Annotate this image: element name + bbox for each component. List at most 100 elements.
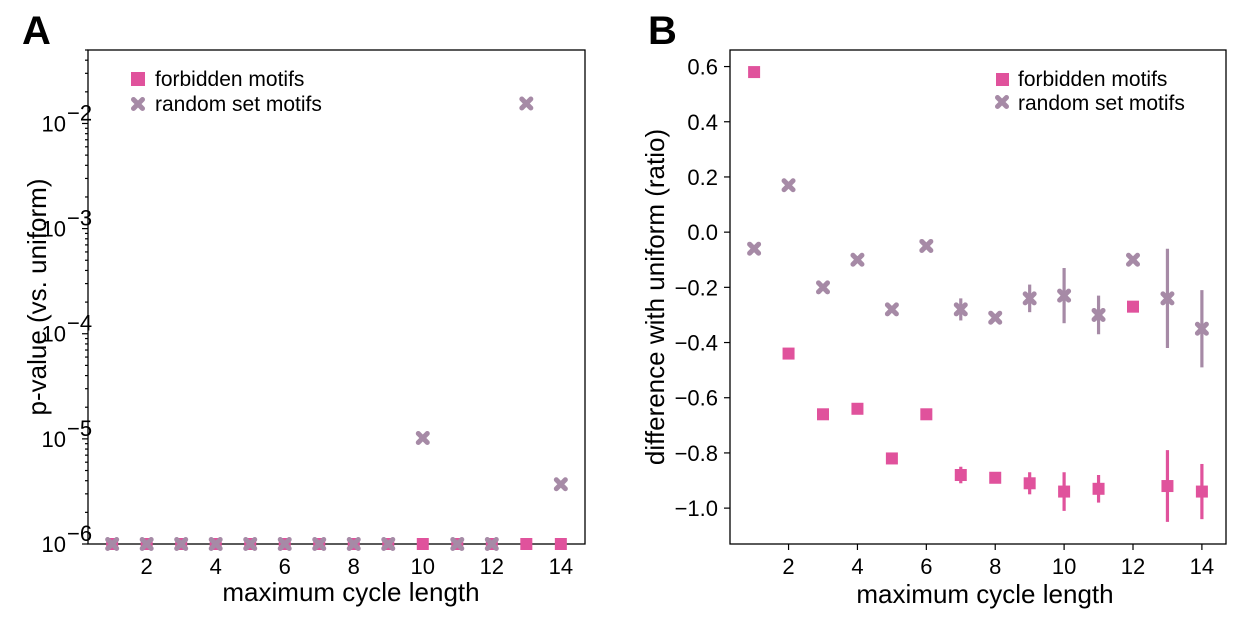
legend-a-forbidden-swatch xyxy=(131,72,145,86)
random-point xyxy=(450,537,465,551)
forbidden-point xyxy=(954,469,967,482)
y-tick-label: 0.4 xyxy=(687,110,718,135)
y-tick-label: −0.2 xyxy=(675,275,718,300)
x-tick-label: 6 xyxy=(279,554,291,579)
y-tick-label: 0.0 xyxy=(687,220,718,245)
panel-a-y-axis-title: p-value (vs. uniform) xyxy=(22,179,52,416)
y-tick-label: 10 xyxy=(42,427,66,452)
y-tick-exponent: −3 xyxy=(67,206,92,231)
random-point xyxy=(346,537,361,551)
forbidden-point xyxy=(1195,485,1208,498)
panel-b-label: B xyxy=(648,9,677,53)
forbidden-point xyxy=(416,538,429,550)
forbidden-point xyxy=(554,538,567,550)
forbidden-point xyxy=(989,471,1002,484)
random-point xyxy=(884,302,899,317)
y-tick-exponent: −2 xyxy=(67,100,92,125)
y-tick-exponent: −5 xyxy=(67,416,92,441)
random-point xyxy=(174,537,189,551)
x-tick-label: 12 xyxy=(1121,554,1145,579)
random-point xyxy=(519,96,534,111)
panel-a-x-ticks: 2 4 6 8 10 12 14 xyxy=(141,544,573,579)
legend-x-marker xyxy=(131,97,145,111)
panel-b-x-ticks: 2 4 6 8 10 12 14 xyxy=(782,544,1214,579)
y-tick-label: −0.8 xyxy=(675,441,718,466)
forbidden-point xyxy=(520,538,533,550)
panel-b-y-axis-title: difference with uniform (ratio) xyxy=(640,129,670,465)
panel-b: B 2 4 6 8 10 12 14 0.6 0.4 0.2 0.0 −0.2 −0.4 −0.6 −0.… xyxy=(640,9,1227,609)
panel-b-frame xyxy=(729,49,1227,545)
x-tick-label: 4 xyxy=(210,554,222,579)
forbidden-point xyxy=(851,402,864,415)
x-tick-label: 8 xyxy=(989,554,1001,579)
random-point xyxy=(553,477,568,492)
legend-b-forbidden-label: forbidden motifs xyxy=(1018,68,1167,91)
y-tick-label: −1.0 xyxy=(675,496,718,521)
x-tick-label: 4 xyxy=(851,554,863,579)
y-tick-label: −0.6 xyxy=(675,386,718,411)
x-tick-label: 14 xyxy=(549,554,573,579)
x-tick-label: 6 xyxy=(920,554,932,579)
random-point xyxy=(484,537,499,551)
panel-a-y-ticks: 10−610−510−410−310−2 xyxy=(42,49,92,557)
legend-b-forbidden-swatch xyxy=(996,73,1009,86)
legend-b-random-swatch xyxy=(995,95,1009,109)
legend-a-random-swatch xyxy=(131,97,145,111)
panel-a-x-axis-title: maximum cycle length xyxy=(222,577,479,607)
forbidden-point xyxy=(1127,300,1139,313)
legend-b-random-label: random set motifs xyxy=(1018,92,1185,115)
panel-b-x-axis-title: maximum cycle length xyxy=(856,579,1113,609)
panel-a-label: A xyxy=(22,9,51,53)
panel-a-legend: forbidden motifs random set motifs xyxy=(131,68,322,116)
x-tick-label: 2 xyxy=(782,554,794,579)
random-point xyxy=(243,537,258,551)
panel-b-y-ticks: 0.6 0.4 0.2 0.0 −0.2 −0.4 −0.6 −0.8 −1.0 xyxy=(675,55,730,521)
forbidden-point xyxy=(1058,485,1071,498)
forbidden-point xyxy=(1092,482,1105,495)
x-tick-label: 10 xyxy=(411,554,435,579)
random-point xyxy=(312,537,327,551)
panel-b-marks xyxy=(747,66,1209,522)
y-tick-exponent: −6 xyxy=(67,521,92,546)
y-tick-label: 0.2 xyxy=(687,165,718,190)
random-point xyxy=(747,241,762,256)
forbidden-point xyxy=(748,66,761,79)
panel-b-legend: forbidden motifs random set motifs xyxy=(995,68,1185,115)
y-tick-label: 10 xyxy=(42,217,66,242)
random-point xyxy=(988,310,1003,325)
panel-a-marks xyxy=(105,96,568,551)
random-point xyxy=(208,537,223,551)
random-point xyxy=(105,537,120,551)
y-tick-label: 0.6 xyxy=(687,55,718,80)
panel-a-frame xyxy=(87,49,586,545)
y-tick-label: 10 xyxy=(42,111,66,136)
x-tick-label: 2 xyxy=(141,554,153,579)
random-point xyxy=(1091,307,1106,322)
random-point xyxy=(1057,288,1072,303)
random-point xyxy=(953,302,968,317)
x-tick-label: 10 xyxy=(1052,554,1076,579)
random-point xyxy=(381,537,396,551)
y-tick-exponent: −4 xyxy=(67,311,92,336)
random-point xyxy=(139,537,154,551)
legend-a-random-label: random set motifs xyxy=(155,93,322,116)
random-point xyxy=(1126,252,1140,267)
random-point xyxy=(781,178,796,193)
y-tick-label: −0.4 xyxy=(675,331,718,356)
random-point xyxy=(1022,291,1037,306)
forbidden-point xyxy=(817,408,829,421)
legend-a-forbidden-label: forbidden motifs xyxy=(155,68,304,91)
random-point xyxy=(277,537,292,551)
random-point xyxy=(816,280,830,295)
random-point xyxy=(1194,321,1209,336)
y-tick-label: 10 xyxy=(42,322,66,347)
forbidden-point xyxy=(885,452,898,465)
forbidden-point xyxy=(782,347,795,360)
panel-a: A 2 4 6 8 10 12 14 10−610−510−410−310−2 maximu… xyxy=(22,9,586,607)
forbidden-point xyxy=(1161,480,1174,493)
random-point xyxy=(415,430,430,445)
x-tick-label: 14 xyxy=(1190,554,1214,579)
random-point xyxy=(850,252,865,267)
x-tick-label: 12 xyxy=(480,554,504,579)
